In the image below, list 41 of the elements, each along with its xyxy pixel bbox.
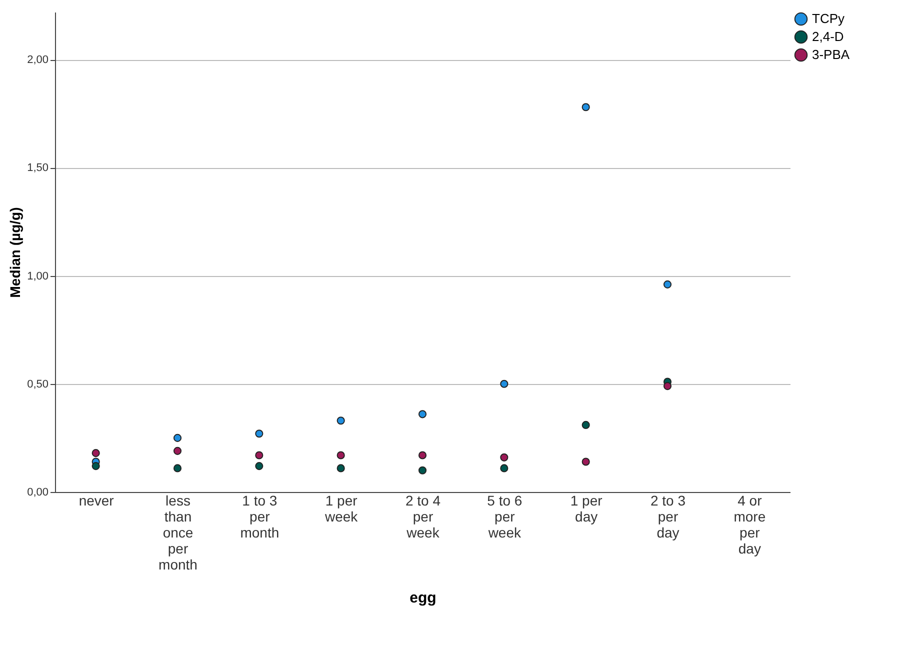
x-tick-label: 2 to 3 per day	[650, 492, 686, 540]
point	[500, 380, 508, 388]
y-tick-label: 1,50	[27, 162, 48, 174]
legend-label: 2,4-D	[812, 29, 844, 44]
x-tick-label: 1 per week	[324, 492, 359, 524]
point	[582, 103, 590, 112]
y-tick-label: 0,50	[27, 378, 48, 390]
point	[500, 464, 508, 472]
x-tick-label: 1 per day	[570, 492, 603, 524]
y-tick-label: 1,00	[27, 270, 48, 282]
point	[173, 434, 182, 442]
point	[663, 280, 672, 288]
x-tick-label: 2 to 4 per week	[405, 492, 441, 540]
legend-label: TCPy	[812, 11, 845, 26]
x-tick-label: 1 to 3 per month	[240, 492, 280, 540]
point	[418, 451, 427, 460]
point	[173, 446, 182, 455]
point	[173, 464, 182, 472]
y-tick-label: 2,00	[27, 54, 48, 66]
x-tick-label: 4 or more per day	[734, 492, 766, 556]
legend-label: 3-PBA	[812, 47, 850, 62]
point	[418, 410, 427, 418]
x-tick-label: never	[78, 492, 114, 508]
x-axis-title: egg	[410, 590, 436, 606]
point	[336, 451, 345, 460]
point	[336, 464, 345, 472]
point	[255, 451, 264, 460]
y-tick-label: 0,00	[27, 486, 48, 498]
point	[92, 462, 100, 470]
point	[336, 416, 345, 425]
point	[92, 449, 100, 458]
x-tick-label: 5 to 6 per week	[487, 492, 522, 540]
point	[582, 458, 590, 466]
point	[255, 462, 264, 470]
point	[500, 453, 508, 462]
point	[582, 420, 590, 429]
point	[255, 430, 264, 438]
y-axis-title: Median (µg/g)	[7, 207, 24, 298]
x-tick-label: less than once per month	[158, 492, 198, 572]
point	[418, 466, 427, 474]
point	[663, 382, 672, 390]
